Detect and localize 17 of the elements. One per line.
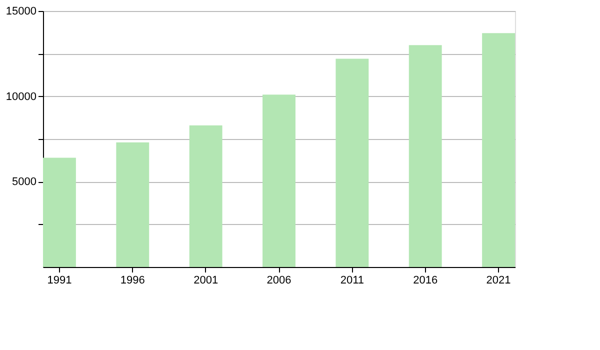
bar [336,58,369,267]
y-tick-label: 15000 [6,6,36,18]
x-tick-label: 1991 [47,274,72,286]
bar [482,33,515,267]
x-tick-label: 1996 [120,274,145,286]
bar [43,158,76,267]
x-tick-label: 2021 [486,274,511,286]
bar [262,94,296,267]
bar [189,125,222,267]
y-tick-label: 5000 [12,176,36,188]
x-tick-label: 2001 [194,274,218,286]
bar [116,142,150,267]
y-tick-label: 10000 [6,90,36,103]
x-tick-label: 2006 [266,274,292,286]
bar [408,45,442,267]
x-tick-label: 2016 [413,274,438,286]
x-tick-label: 2011 [340,274,364,286]
